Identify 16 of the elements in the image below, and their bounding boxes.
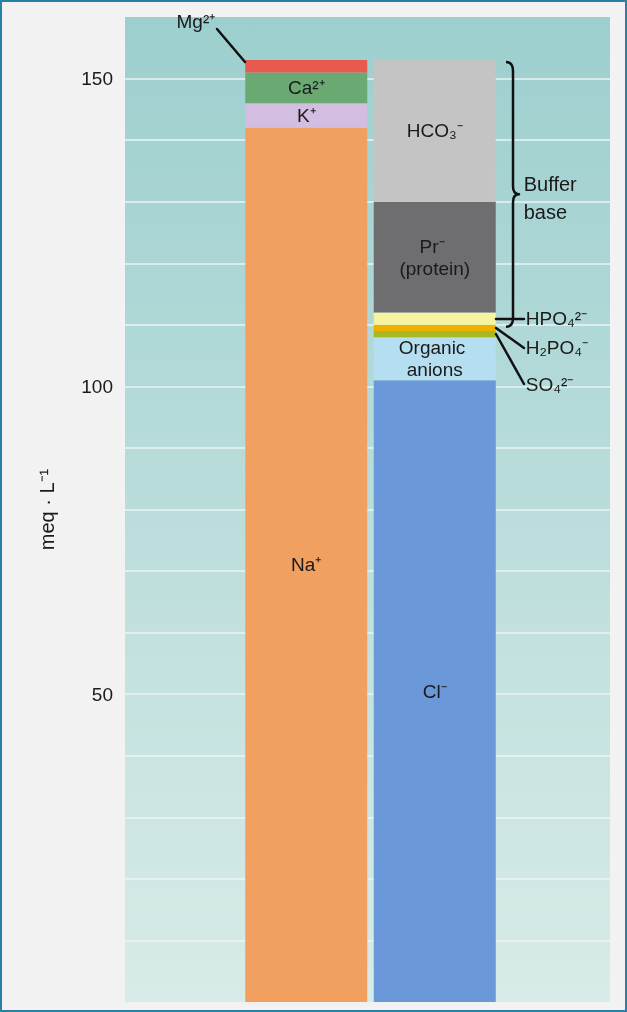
series-label: Na⁺ — [291, 554, 322, 576]
series-label: HPO₄²⁻ — [525, 308, 588, 330]
series-label: K⁺ — [296, 105, 316, 126]
series-label: Cl⁻ — [422, 680, 447, 702]
y-tick-label: 100 — [81, 375, 113, 397]
series-label: HCO₃⁻ — [406, 120, 463, 142]
text: SO₄²⁻ — [525, 373, 574, 395]
series-label: Organic anions — [398, 337, 471, 381]
y-tick-label: 150 — [81, 68, 113, 90]
text: Mg²⁺ — [176, 10, 216, 32]
series-label: H₂PO₄⁻ — [525, 337, 589, 359]
series-label: Pr⁻ (protein) — [399, 235, 471, 279]
y-axis-title: meq · L⁻¹ — [36, 468, 58, 551]
y-tick-label: 50 — [91, 683, 113, 705]
annotation: Buffer base — [523, 172, 578, 226]
series-label: Ca²⁺ — [287, 77, 325, 99]
